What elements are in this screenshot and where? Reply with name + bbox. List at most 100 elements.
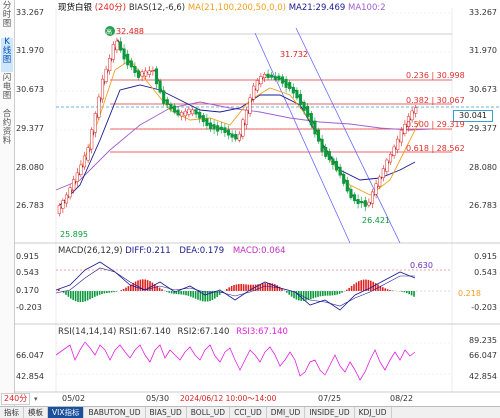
candle-body [317, 130, 320, 141]
candle-body [184, 111, 187, 116]
rsi-header: RSI(14,14,14) RSI1:67.140 RSI2:67.140 RS… [58, 327, 288, 337]
candle-body [375, 184, 378, 195]
tab-0[interactable]: 指标 [0, 407, 24, 418]
macd-bar [180, 291, 182, 294]
macd-bar [387, 289, 389, 291]
fib-382-label: 0.382 | 30.067 [406, 96, 465, 105]
macd-axis-right-3: -0.203 [471, 303, 497, 312]
candle-body [281, 77, 284, 84]
macd-bar [104, 291, 106, 293]
candle-body [414, 108, 417, 114]
candle-body [270, 75, 273, 78]
macd-bar [123, 289, 125, 291]
candle-body [393, 147, 396, 156]
candle-body [180, 112, 183, 116]
candle-body [342, 174, 345, 183]
macd-bar [84, 291, 86, 301]
candle-body [69, 188, 72, 197]
tab-8[interactable]: INSIDE_UD [305, 407, 354, 418]
candle-body [188, 109, 191, 114]
candle-body [263, 74, 266, 77]
annotation-low2: 26.421 [362, 216, 390, 225]
candle-body [238, 134, 241, 140]
candle-body [371, 192, 374, 203]
period-select[interactable]: 240分 [1, 393, 30, 405]
annotation-high: 32.488 [116, 27, 144, 36]
macd-bar [413, 291, 415, 297]
candle-body [328, 151, 331, 159]
tab-1[interactable]: 模板 [24, 407, 48, 418]
candle-body [152, 71, 155, 72]
macd-bar [363, 280, 365, 291]
macd-bar [322, 291, 324, 296]
candle-body [346, 180, 349, 191]
macd-bar [236, 284, 238, 291]
macd-diff: DIFF:0.211 [125, 246, 170, 256]
macd-value: MACD:0.064 [233, 246, 286, 256]
macd-axis-right-1: 0.543 [474, 268, 497, 277]
candle-body [288, 82, 291, 89]
macd-bar [315, 291, 317, 298]
macd-bar [149, 281, 151, 291]
chevron-down-icon[interactable]: ▾ [34, 393, 38, 405]
macd-bar [92, 291, 94, 298]
macd-bar [286, 291, 288, 293]
candle-body [94, 113, 97, 132]
candle-body [112, 45, 115, 60]
candle-body [65, 195, 68, 203]
rsi-axis-right-1: 66.047 [469, 351, 497, 360]
candle-body [314, 121, 317, 134]
tab-7[interactable]: DMI_UD [267, 407, 305, 418]
tab-2[interactable]: VIX指标 [48, 407, 84, 418]
x-label-3: 08/22 [390, 393, 413, 405]
macd-bar [370, 281, 372, 291]
macd-bar [341, 291, 343, 293]
candle-body [274, 76, 277, 79]
candle-body [170, 104, 173, 109]
tab-9[interactable]: KDJ_UD [355, 407, 392, 418]
candle-body [220, 127, 223, 130]
macd-bar [96, 291, 98, 296]
macd-bar [356, 283, 358, 291]
macd-axis-right-0: 0.915 [474, 252, 497, 261]
macd-bar [346, 290, 348, 291]
candle-body [299, 94, 302, 105]
macd-bar [188, 291, 190, 296]
macd-bar [77, 291, 79, 302]
candle-body [206, 119, 209, 126]
macd-bar [332, 291, 334, 295]
candle-body [378, 177, 381, 186]
macd-bar [382, 287, 384, 291]
macd-bar [72, 291, 74, 300]
tab-6[interactable]: CCI_UD [230, 407, 267, 418]
macd-bar [99, 291, 101, 295]
macd-bar [226, 289, 228, 291]
candle-body [224, 128, 227, 133]
candle-body [260, 76, 263, 84]
candle-body [126, 54, 129, 65]
macd-bar [310, 291, 312, 299]
macd-bar [106, 291, 108, 293]
rsi2-value: RSI2:67.140 [178, 327, 230, 337]
candle-body [155, 69, 158, 84]
tab-4[interactable]: BIAS_UD [146, 407, 187, 418]
tab-3[interactable]: BABUTON_UD [84, 407, 145, 418]
macd-bar [228, 287, 230, 291]
candle-body [177, 110, 180, 115]
macd-bar [312, 291, 314, 298]
tab-5[interactable]: BOLL_UD [187, 407, 230, 418]
x-label-2: 07/25 [318, 393, 341, 405]
macd-bar [185, 291, 187, 295]
macd-bar [207, 291, 209, 302]
macd-bar [327, 291, 329, 296]
macd-bar [125, 288, 127, 291]
macd-bar [320, 291, 322, 296]
macd-bar [209, 291, 211, 301]
candle-body [360, 201, 363, 203]
candle-body [209, 123, 212, 129]
x-label-0: 05/02 [62, 393, 85, 405]
macd-bar [288, 291, 290, 295]
macd-bar [140, 280, 142, 291]
macd-bar [87, 291, 89, 300]
macd-right-label: 0.630 [410, 261, 433, 270]
